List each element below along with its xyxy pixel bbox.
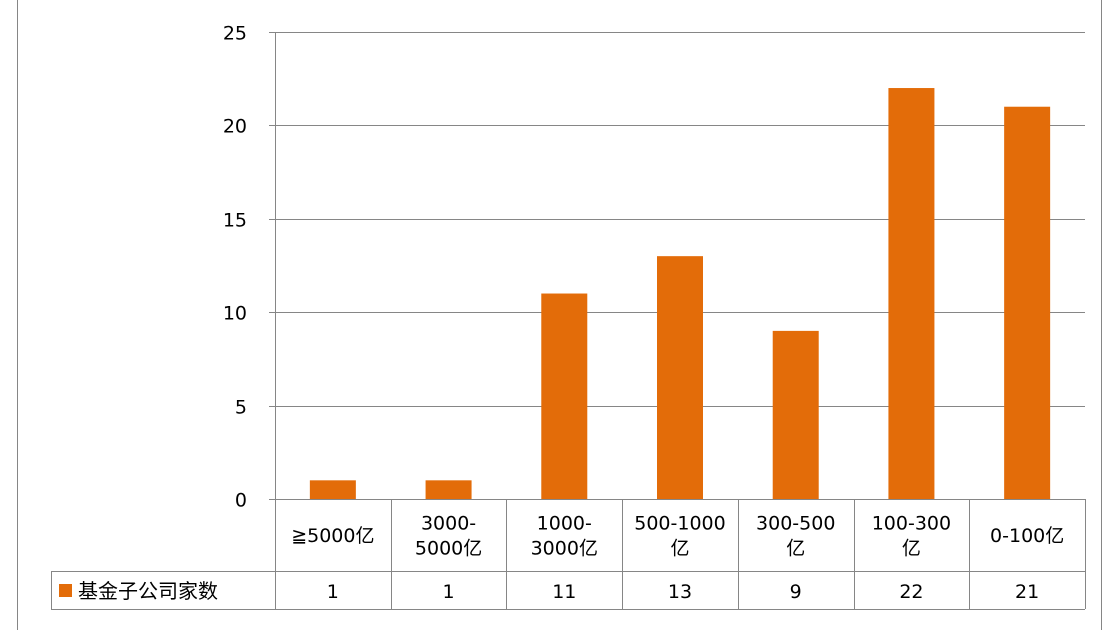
category-label-4-line-0: 300-500 — [756, 513, 835, 535]
category-label-6: 0-100亿 — [990, 525, 1064, 547]
data-table-value-0: 1 — [327, 581, 339, 603]
y-tick-label-25: 25 — [223, 23, 247, 45]
bar-4 — [772, 330, 819, 499]
legend-swatch — [59, 584, 72, 597]
bar-1 — [425, 480, 472, 499]
bar-5 — [888, 88, 935, 499]
category-label-0: ≧5000亿 — [291, 525, 374, 547]
category-label-1-line-0: 3000- — [421, 513, 476, 535]
y-tick-label-10: 10 — [223, 303, 247, 325]
category-label-3-line-0: 500-1000 — [634, 513, 725, 535]
y-tick-label-0: 0 — [235, 490, 247, 512]
category-label-5-line-1: 亿 — [902, 538, 921, 560]
data-table-value-6: 21 — [1015, 581, 1039, 603]
category-label-4-line-1: 亿 — [786, 538, 805, 560]
category-label-2-line-0: 1000- — [537, 513, 592, 535]
bar-2 — [541, 293, 588, 499]
data-table-value-2: 11 — [552, 581, 576, 603]
category-label-3-line-1: 亿 — [670, 538, 689, 560]
legend-label: 基金子公司家数 — [78, 579, 218, 603]
bar-3 — [657, 256, 703, 499]
category-label-1-line-1: 5000亿 — [415, 538, 482, 560]
data-table-value-5: 22 — [899, 581, 923, 603]
bar-6 — [1004, 106, 1051, 499]
data-table-value-1: 1 — [443, 581, 455, 603]
data-table-value-4: 9 — [790, 581, 802, 603]
category-label-5-line-0: 100-300 — [872, 513, 951, 535]
y-tick-label-15: 15 — [223, 210, 247, 232]
y-tick-label-20: 20 — [223, 116, 247, 138]
category-label-2-line-1: 3000亿 — [531, 538, 598, 560]
data-table-value-3: 13 — [668, 581, 692, 603]
bar-0 — [309, 480, 356, 499]
y-tick-label-5: 5 — [235, 397, 247, 419]
